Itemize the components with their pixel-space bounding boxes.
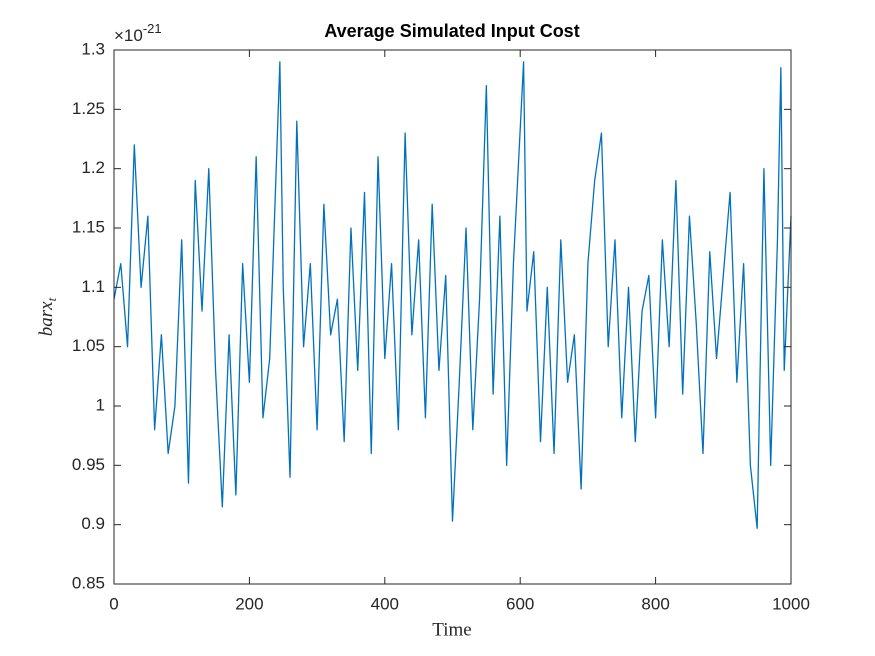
y-tick-label: 0.95 <box>72 455 105 474</box>
y-tick-label: 0.9 <box>81 514 105 533</box>
data-line <box>113 61 792 529</box>
y-tick-label: 1 <box>96 395 105 414</box>
x-axis-label: Time <box>432 619 471 640</box>
y-tick-label: 1.25 <box>72 99 105 118</box>
y-axis-label-text: barx <box>36 301 57 336</box>
y-multiplier: ×10-21 <box>114 21 162 45</box>
x-tick-label: 1000 <box>772 594 810 613</box>
y-tick-label: 1.3 <box>81 39 105 58</box>
y-tick-label: 0.85 <box>72 573 105 592</box>
x-tick-label: 0 <box>109 594 118 613</box>
chart-title: Average Simulated Input Cost <box>324 21 579 41</box>
x-tick-label: 800 <box>641 594 669 613</box>
y-multiplier-exponent: -21 <box>143 21 162 36</box>
axes-box <box>113 49 792 585</box>
y-axis-label: barxt <box>36 297 59 336</box>
y-tick-label: 1.1 <box>81 277 105 296</box>
y-tick-label: 1.05 <box>72 336 105 355</box>
x-tick-label: 400 <box>371 594 399 613</box>
y-multiplier-base: ×10 <box>114 26 143 45</box>
y-axis-label-subscript: t <box>44 297 59 301</box>
x-tick-label: 600 <box>506 594 534 613</box>
y-tick-label: 1.15 <box>72 217 105 236</box>
x-tick-label: 200 <box>235 594 263 613</box>
plot-area <box>114 50 791 584</box>
y-tick-label: 1.2 <box>81 158 105 177</box>
